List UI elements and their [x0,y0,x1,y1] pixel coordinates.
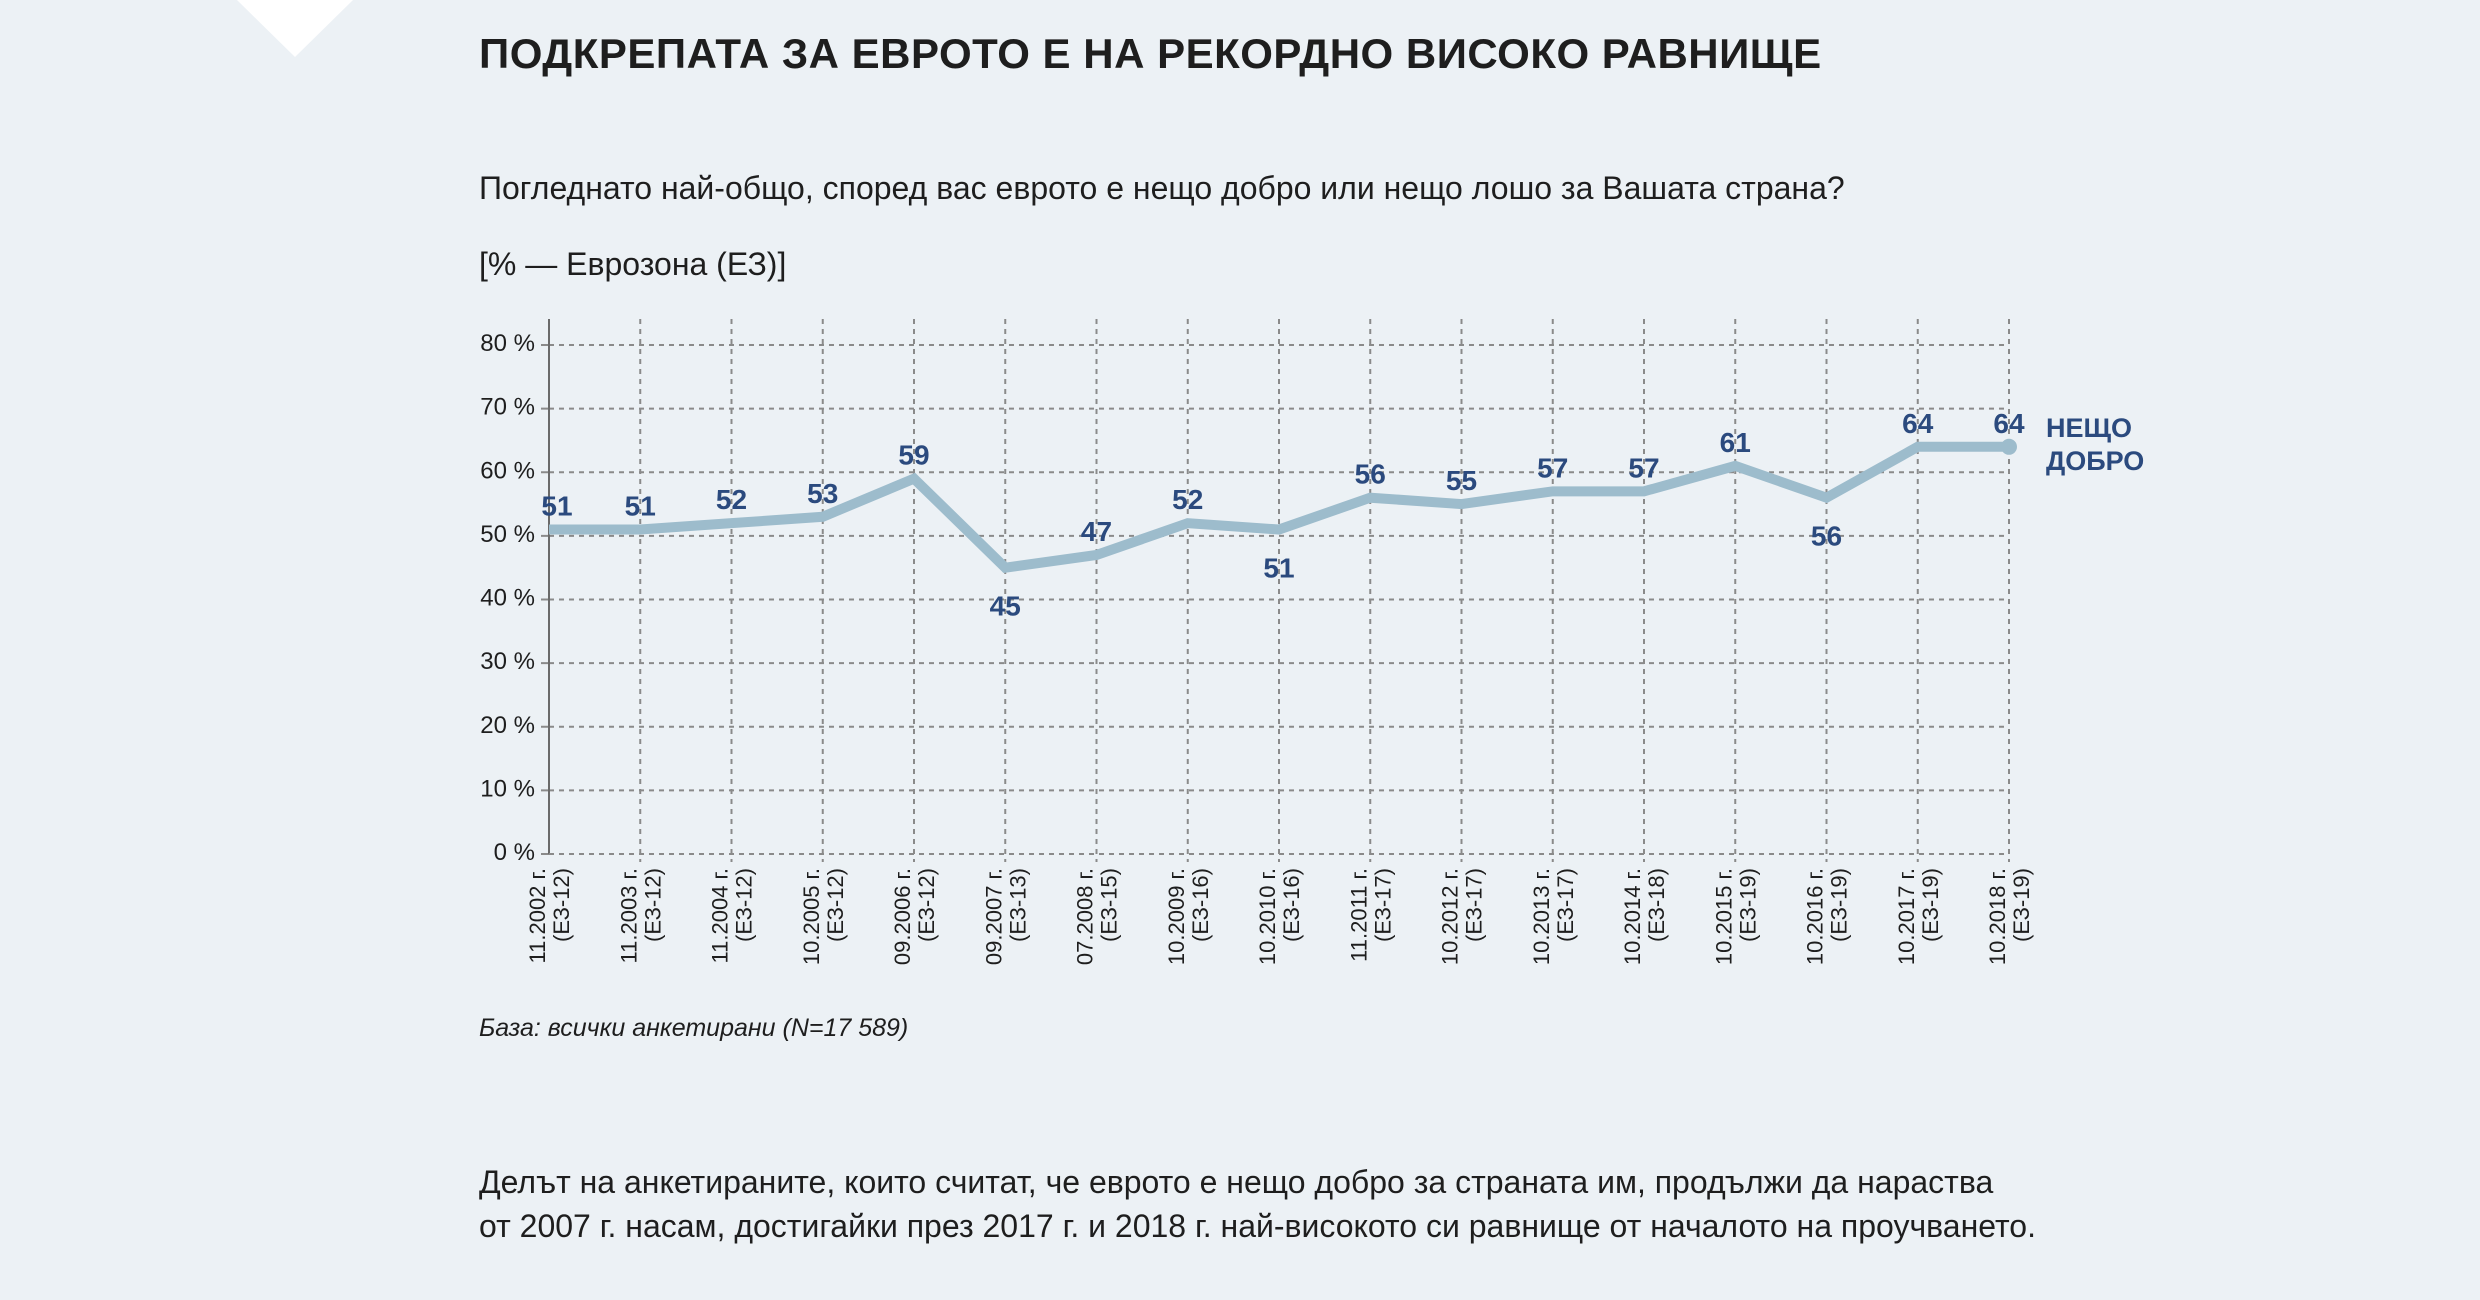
x-tick-date: 09.2006 г. [890,868,915,965]
data-label: 45 [990,591,1021,622]
x-tick-group: (ЕЗ-12) [823,868,848,942]
x-tick-date: 10.2009 г. [1164,868,1189,965]
data-label: 55 [1446,465,1477,496]
x-tick-group: (ЕЗ-17) [1462,868,1487,942]
x-tick-date: 11.2011 г. [1346,868,1371,962]
x-tick-group: (ЕЗ-12) [914,868,939,942]
x-tick-label: 10.2017 г. (ЕЗ-19) [1894,868,1943,965]
data-label: 57 [1628,452,1659,483]
x-tick-date: 10.2014 г. [1620,868,1645,965]
x-tick-date: 10.2005 г. [799,868,824,965]
y-tick-label: 70 % [480,394,535,421]
x-tick-date: 11.2003 г. [616,868,641,963]
data-label: 52 [1172,484,1203,515]
x-tick-date: 10.2016 г. [1803,868,1828,965]
x-tick-label: 09.2007 г. (ЕЗ-13) [981,868,1030,965]
data-label: 59 [898,440,929,471]
data-label: 64 [1902,408,1934,439]
y-tick-label: 40 % [480,585,535,612]
base-note: База: всички анкетирани (N=17 589) [479,1014,909,1042]
data-label: 57 [1537,452,1568,483]
summary-paragraph: Делът на анкетираните, които считат, че … [479,1160,2036,1248]
data-label: 51 [1263,553,1294,584]
x-tick-group: (ЕЗ-19) [1918,868,1943,942]
series-line [549,441,2009,573]
x-tick-group: (ЕЗ-12) [549,868,574,942]
series-label: ДОБРО [2046,446,2144,476]
x-tick-date: 11.2004 г. [708,868,733,963]
x-tick-label: 10.2016 г. (ЕЗ-19) [1803,868,1852,965]
x-tick-group: (ЕЗ-13) [1005,868,1030,942]
unit-label: [% — Еврозона (ЕЗ)] [479,246,787,282]
x-tick-label: 10.2018 г. (ЕЗ-19) [1985,868,2034,965]
corner-triangle-decoration [237,0,353,57]
summary-line-2: от 2007 г. насам, достигайки през 2017 г… [479,1208,2036,1244]
x-tick-group: (ЕЗ-17) [1553,868,1578,942]
y-tick-label: 30 % [480,648,535,675]
summary-line-1: Делът на анкетираните, които считат, че … [479,1164,1994,1200]
data-label: 64 [1993,408,2025,439]
x-tick-label: 11.2004 г. (ЕЗ-12) [708,868,757,963]
x-tick-date: 09.2007 г. [981,868,1006,965]
x-tick-date: 11.2002 г. [525,868,550,963]
x-tick-label: 10.2013 г. (ЕЗ-17) [1529,868,1578,965]
x-tick-group: (ЕЗ-16) [1279,868,1304,942]
x-tick-label: 10.2012 г. (ЕЗ-17) [1438,868,1487,965]
data-label: 61 [1720,427,1751,458]
x-tick-group: (ЕЗ-15) [1097,868,1122,942]
x-tick-label: 10.2009 г. (ЕЗ-16) [1164,868,1213,965]
x-tick-label: 07.2008 г. (ЕЗ-15) [1073,868,1122,965]
x-tick-label: 09.2006 г. (ЕЗ-12) [890,868,939,965]
x-tick-label: 11.2003 г. (ЕЗ-12) [616,868,665,963]
x-tick-date: 10.2012 г. [1438,868,1463,965]
data-label: 52 [716,484,747,515]
page-title: ПОДКРЕПАТА ЗА ЕВРОТО Е НА РЕКОРДНО ВИСОК… [479,30,1822,77]
x-tick-group: (ЕЗ-16) [1188,868,1213,942]
x-tick-group: (ЕЗ-19) [2009,868,2034,942]
x-tick-label: 10.2010 г. (ЕЗ-16) [1255,868,1304,965]
x-tick-date: 10.2017 г. [1894,868,1919,965]
y-tick-label: 80 % [480,330,535,357]
survey-question: Погледнато най-общо, според вас еврото е… [479,170,1845,206]
x-tick-group: (ЕЗ-18) [1644,868,1669,942]
x-tick-date: 10.2018 г. [1985,868,2010,965]
y-tick-label: 0 % [494,839,535,866]
x-tick-group: (ЕЗ-19) [1735,868,1760,942]
y-tick-label: 60 % [480,457,535,484]
y-tick-label: 50 % [480,521,535,548]
x-tick-label: 11.2002 г. (ЕЗ-12) [525,868,574,963]
x-tick-group: (ЕЗ-17) [1370,868,1395,942]
series-end-marker [2001,438,2017,455]
data-label: 51 [541,491,572,522]
data-label: 53 [807,478,838,509]
data-label: 56 [1811,521,1842,552]
x-tick-group: (ЕЗ-12) [640,868,665,942]
x-tick-label: 10.2015 г. (ЕЗ-19) [1711,868,1760,965]
series-label: НЕЩО [2046,413,2132,443]
data-label: 47 [1081,516,1112,547]
x-tick-date: 07.2008 г. [1073,868,1098,965]
x-tick-date: 10.2010 г. [1255,868,1280,965]
x-tick-label: 11.2011 г. (ЕЗ-17) [1346,868,1395,962]
data-label: 56 [1355,459,1386,490]
y-tick-label: 10 % [480,775,535,802]
x-tick-group: (ЕЗ-12) [732,868,757,942]
x-tick-date: 10.2015 г. [1711,868,1736,965]
data-label: 51 [625,491,656,522]
x-tick-group: (ЕЗ-19) [1827,868,1852,942]
y-tick-label: 20 % [480,712,535,739]
x-tick-label: 10.2014 г. (ЕЗ-18) [1620,868,1669,965]
x-tick-date: 10.2013 г. [1529,868,1554,965]
x-tick-label: 10.2005 г. (ЕЗ-12) [799,868,848,965]
